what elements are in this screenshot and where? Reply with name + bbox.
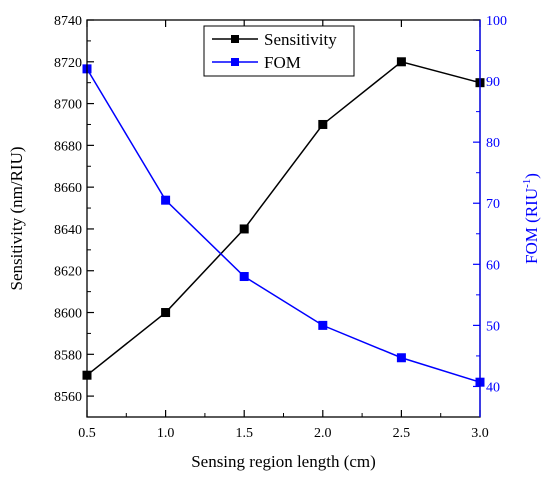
right-y-axis-label-close: ) <box>522 173 541 179</box>
left-y-axis-label: Sensitivity (nm/RIU) <box>7 146 26 290</box>
legend-box <box>203 25 355 77</box>
legend: Sensitivity FOM <box>203 25 355 77</box>
left-y-tick-label: 8600 <box>54 307 82 322</box>
right-y-axis-label: FOM (RIU-1) <box>521 173 541 264</box>
left-y-tick-label: 8620 <box>54 265 82 280</box>
right-y-tick-label: 70 <box>486 197 500 212</box>
fom-series-line <box>86 68 481 383</box>
left-y-tick-label: 8740 <box>54 14 82 29</box>
right-y-tick-label: 60 <box>486 258 500 273</box>
sensitivity-point <box>396 57 406 67</box>
sensitivity-point <box>161 308 171 318</box>
right-y-tick-label: 50 <box>486 319 500 334</box>
fom-point <box>396 353 406 363</box>
fom-point <box>161 195 171 205</box>
x-tick-label: 3.0 <box>471 426 489 441</box>
plot-frame <box>86 19 481 418</box>
left-y-tick-label: 8700 <box>54 98 82 113</box>
right-y-tick-label: 40 <box>486 380 500 395</box>
left-y-tick-label: 8680 <box>54 139 82 154</box>
sensitivity-point <box>318 119 328 129</box>
legend-sensitivity-label: Sensitivity <box>264 30 337 49</box>
legend-sensitivity-marker <box>231 35 239 43</box>
x-tick-label: 0.5 <box>78 426 96 441</box>
left-y-tick-label: 8660 <box>54 181 82 196</box>
left-y-tick-label: 8560 <box>54 390 82 405</box>
right-y-axis-label-superscript: -1 <box>521 179 533 188</box>
sensitivity-series-line <box>86 60 481 376</box>
left-y-tick-label: 8640 <box>54 223 82 238</box>
right-y-tick-label: 80 <box>486 136 500 151</box>
right-y-tick-label: 90 <box>486 75 500 90</box>
x-tick-label: 2.0 <box>314 426 332 441</box>
left-y-tick-label: 8720 <box>54 56 82 71</box>
fom-point <box>239 272 249 282</box>
legend-fom-label: FOM <box>264 53 301 72</box>
x-tick-label: 2.5 <box>393 426 411 441</box>
sensitivity-point <box>239 224 249 234</box>
x-axis-label: Sensing region length (cm) <box>191 452 376 471</box>
x-tick-label: 1.5 <box>235 426 253 441</box>
right-y-tick-label: 100 <box>486 14 507 29</box>
x-tick-label: 1.0 <box>157 426 175 441</box>
right-y-axis-label-main: FOM (RIU <box>522 188 541 264</box>
fom-point <box>318 320 328 330</box>
left-y-tick-label: 8580 <box>54 348 82 363</box>
legend-fom-marker <box>231 58 239 66</box>
